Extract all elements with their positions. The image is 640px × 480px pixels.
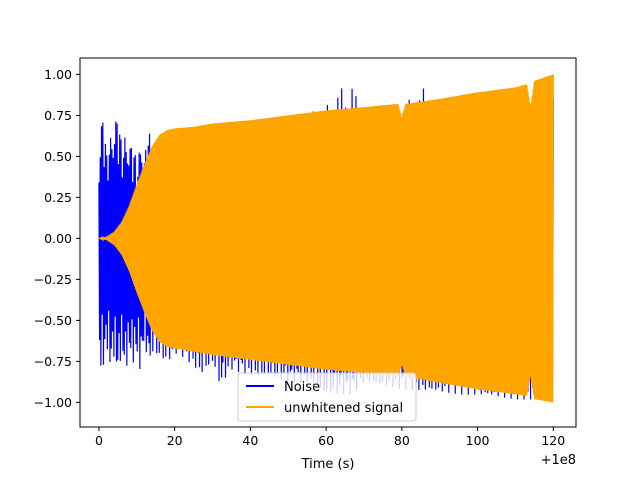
legend: Noise unwhitened signal [237,372,417,422]
plot-area [98,74,554,403]
legend-signal-label: unwhitened signal [284,401,403,416]
x-tick-label: 40 [242,433,258,448]
legend-noise-label: Noise [284,380,320,395]
x-axis-label: Time (s) [301,457,355,472]
axes-frame [79,57,577,428]
y-tick-label: −0.25 [34,272,72,287]
y-tick-label: 0.00 [44,231,72,246]
y-tick-label: 0.75 [44,108,72,123]
x-tick-label: 100 [466,433,490,448]
y-tick-label: −0.75 [34,354,72,369]
x-tick-label: 120 [541,433,565,448]
x-tick-label: 0 [95,433,103,448]
signal-series-band [98,74,554,403]
y-tick-label: −1.00 [34,395,72,410]
y-axis: −1.00 −0.75 −0.50 −0.25 0.00 0.25 0.50 0.75 1.00 [34,67,80,410]
legend-box [237,372,417,422]
y-tick-label: 0.50 [44,149,72,164]
x-offset-label: +1e8 [541,453,576,468]
y-tick-label: 0.25 [44,190,72,205]
x-tick-label: 20 [167,433,183,448]
x-tick-label: 60 [318,433,334,448]
y-tick-label: 1.00 [44,67,72,82]
x-axis: 0 20 40 60 80 100 120 [95,427,565,448]
y-tick-label: −0.50 [34,313,72,328]
x-tick-label: 80 [394,433,410,448]
